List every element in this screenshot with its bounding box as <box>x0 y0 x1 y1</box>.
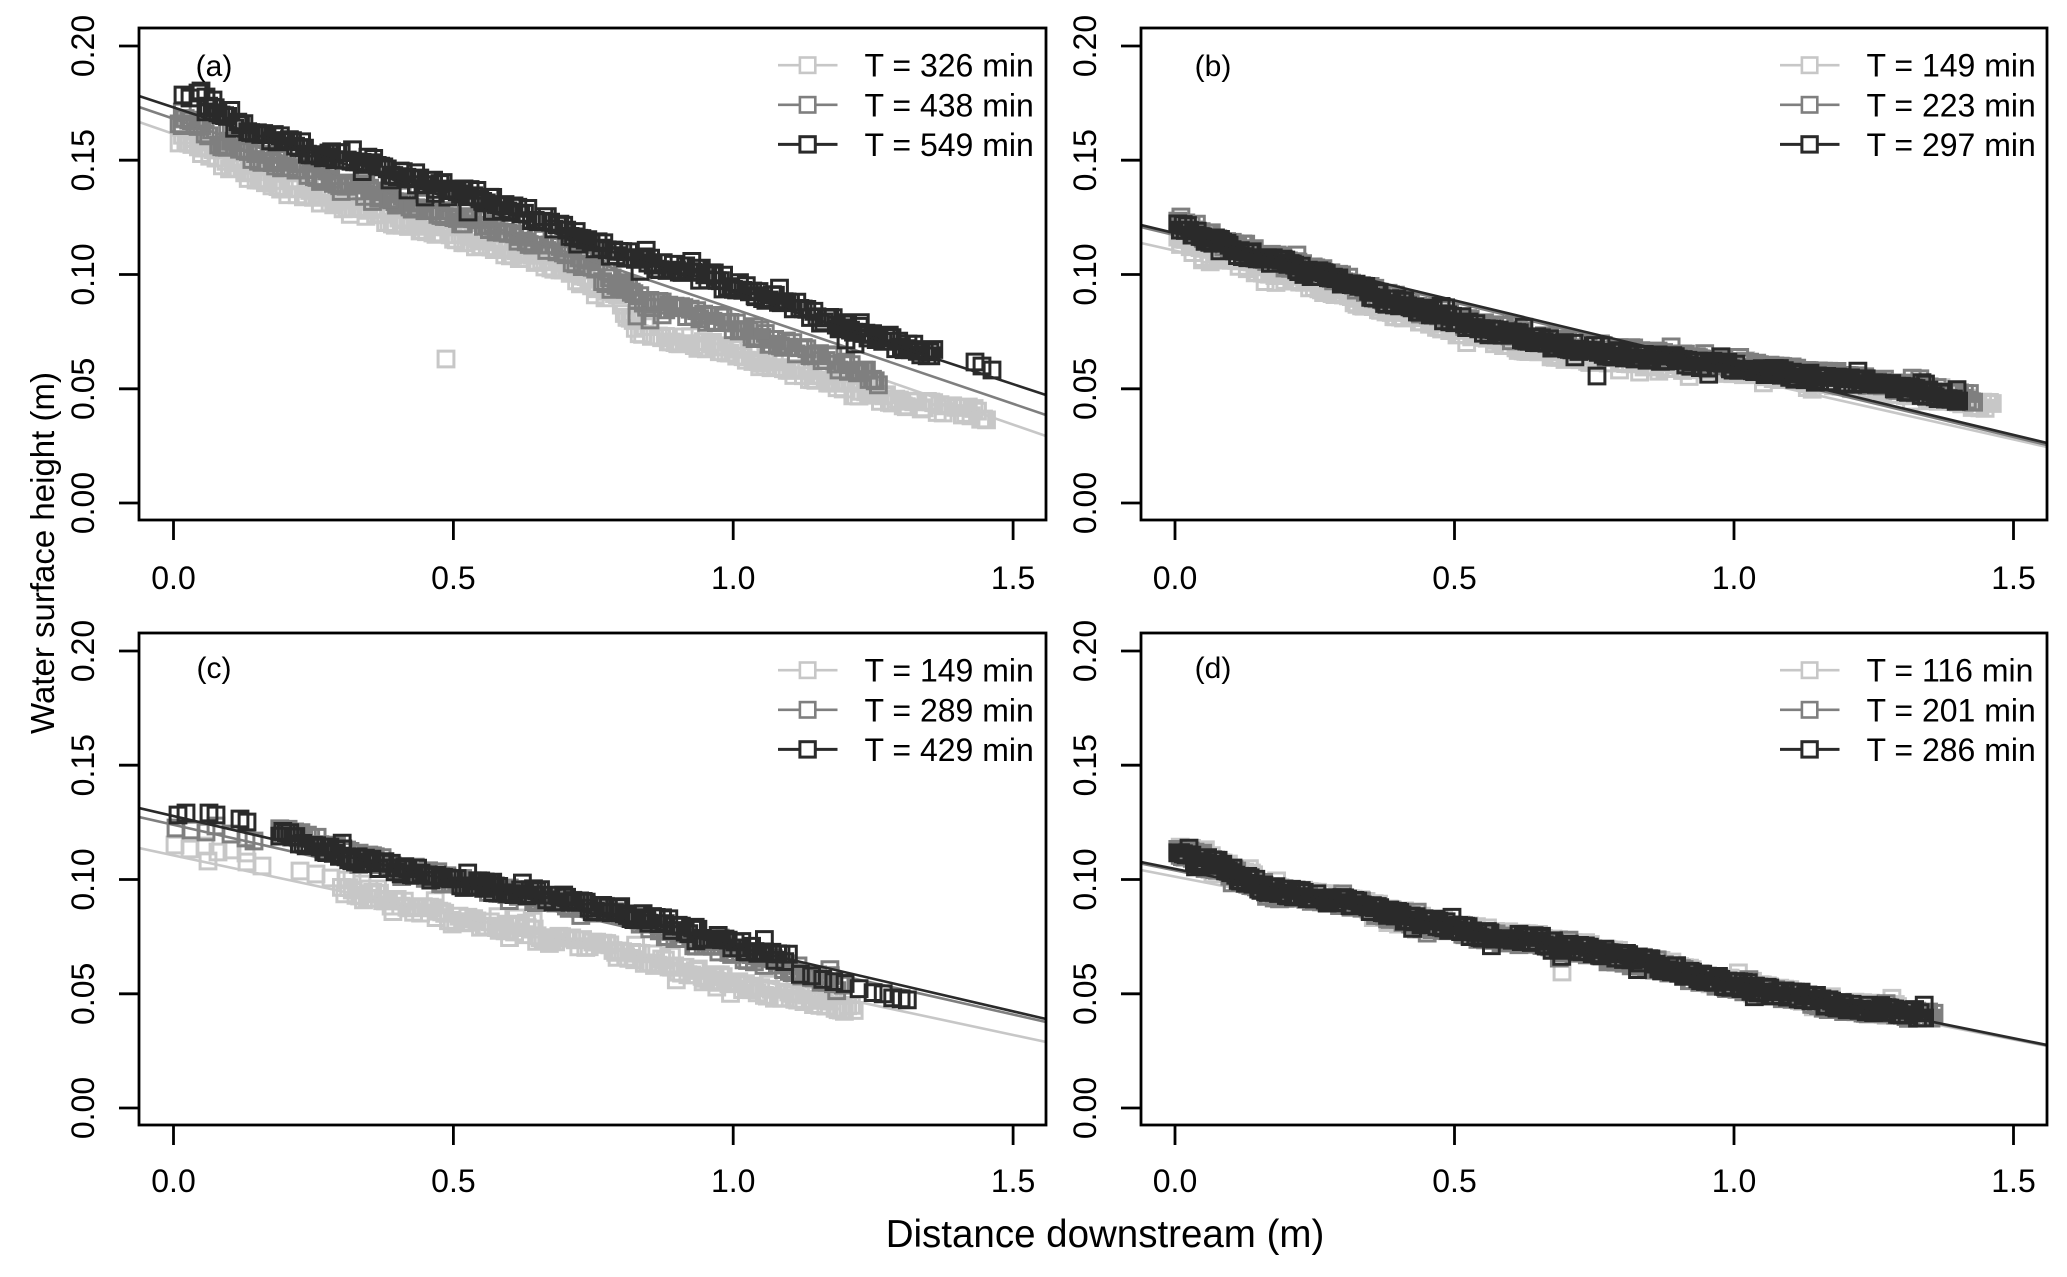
svg-text:1.0: 1.0 <box>711 1163 755 1199</box>
svg-text:(d): (d) <box>1195 652 1232 685</box>
svg-text:T = 549 min: T = 549 min <box>865 127 1034 163</box>
svg-text:0.5: 0.5 <box>1432 560 1476 596</box>
svg-text:T = 289 min: T = 289 min <box>865 692 1034 728</box>
svg-text:1.5: 1.5 <box>1991 560 2035 596</box>
svg-text:0.0: 0.0 <box>151 1163 195 1199</box>
svg-text:Water surface height (m): Water surface height (m) <box>24 372 61 734</box>
svg-text:0.00: 0.00 <box>65 472 101 534</box>
svg-text:0.10: 0.10 <box>65 848 101 910</box>
svg-text:0.10: 0.10 <box>65 243 101 305</box>
svg-text:1.0: 1.0 <box>1712 560 1756 596</box>
svg-text:0.0: 0.0 <box>1153 560 1197 596</box>
svg-text:0.20: 0.20 <box>65 15 101 77</box>
svg-text:0.15: 0.15 <box>65 129 101 191</box>
svg-text:(c): (c) <box>197 652 232 685</box>
svg-text:0.15: 0.15 <box>65 734 101 796</box>
svg-text:1.5: 1.5 <box>991 1163 1035 1199</box>
svg-text:0.05: 0.05 <box>65 963 101 1025</box>
svg-text:T = 429 min: T = 429 min <box>865 732 1034 768</box>
svg-text:0.5: 0.5 <box>431 1163 475 1199</box>
svg-text:0.5: 0.5 <box>1432 1163 1476 1199</box>
svg-text:(a): (a) <box>196 50 233 83</box>
svg-text:0.5: 0.5 <box>431 560 475 596</box>
svg-text:T = 149 min: T = 149 min <box>865 653 1034 689</box>
svg-text:T = 149 min: T = 149 min <box>1867 48 2036 84</box>
svg-text:0.10: 0.10 <box>1067 243 1103 305</box>
svg-text:T = 116 min: T = 116 min <box>1867 653 2034 689</box>
svg-text:0.15: 0.15 <box>1067 734 1103 796</box>
svg-text:0.0: 0.0 <box>151 560 195 596</box>
svg-text:T = 297 min: T = 297 min <box>1867 127 2036 163</box>
svg-text:T = 286 min: T = 286 min <box>1867 732 2036 768</box>
svg-text:0.00: 0.00 <box>65 1077 101 1139</box>
svg-text:(b): (b) <box>1195 50 1232 83</box>
svg-text:1.0: 1.0 <box>711 560 755 596</box>
svg-text:0.00: 0.00 <box>1067 1077 1103 1139</box>
svg-text:1.5: 1.5 <box>991 560 1035 596</box>
svg-text:1.0: 1.0 <box>1712 1163 1756 1199</box>
svg-text:T = 201 min: T = 201 min <box>1867 692 2036 728</box>
svg-text:T = 438 min: T = 438 min <box>865 87 1034 123</box>
svg-text:0.20: 0.20 <box>1067 15 1103 77</box>
svg-text:0.15: 0.15 <box>1067 129 1103 191</box>
svg-text:0.05: 0.05 <box>1067 358 1103 420</box>
svg-text:T = 223 min: T = 223 min <box>1867 87 2036 123</box>
svg-text:0.20: 0.20 <box>65 620 101 682</box>
svg-text:1.5: 1.5 <box>1991 1163 2035 1199</box>
svg-text:Distance downstream (m): Distance downstream (m) <box>886 1213 1325 1256</box>
svg-text:0.10: 0.10 <box>1067 848 1103 910</box>
svg-text:T = 326 min: T = 326 min <box>865 48 1034 84</box>
svg-text:0.05: 0.05 <box>65 358 101 420</box>
svg-text:0.05: 0.05 <box>1067 963 1103 1025</box>
svg-text:0.00: 0.00 <box>1067 472 1103 534</box>
svg-text:0.0: 0.0 <box>1153 1163 1197 1199</box>
svg-text:0.20: 0.20 <box>1067 620 1103 682</box>
